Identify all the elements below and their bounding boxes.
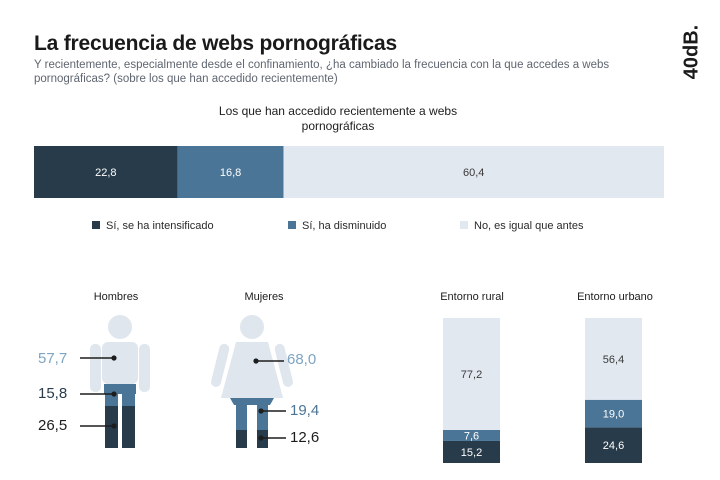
overall-label-same: 60,4 bbox=[463, 167, 484, 179]
column-rural-same bbox=[443, 318, 500, 430]
column-urbano-decreased bbox=[585, 399, 642, 428]
legend-label-same: No, es igual que antes bbox=[474, 220, 584, 232]
man-left-leg-intensified bbox=[105, 406, 118, 448]
woman-left-leg-decreased bbox=[236, 405, 247, 430]
column-rural-label-same: 77,2 bbox=[461, 369, 482, 381]
woman-left-leg-intensified bbox=[236, 430, 247, 448]
woman-dress bbox=[221, 342, 283, 398]
woman-right-leg-decreased bbox=[257, 405, 268, 430]
mujeres-same-value: 68,0 bbox=[287, 351, 317, 368]
legend-label-intensified: Sí, se ha intensificado bbox=[106, 220, 214, 232]
column-rural-decreased bbox=[443, 429, 500, 441]
mujeres-decreased-value: 19,4 bbox=[290, 402, 320, 419]
woman-dot-same bbox=[253, 358, 259, 364]
man-right-arm bbox=[139, 344, 150, 392]
man-left-leg-decreased bbox=[105, 394, 118, 406]
column-urbano-same bbox=[585, 318, 642, 400]
overall-stacked-bar: 22,8 16,8 60,4 bbox=[34, 146, 664, 198]
hombres-decreased-value: 15,8 bbox=[38, 385, 68, 402]
label-mujeres: Mujeres bbox=[244, 291, 284, 303]
label-hombres: Hombres bbox=[93, 291, 139, 303]
woman-dot-decreased bbox=[258, 408, 264, 414]
overall-stacked-bar-svg: 22,8 16,8 60,4 bbox=[34, 146, 664, 198]
woman-right-arm bbox=[274, 343, 293, 387]
man-left-arm bbox=[90, 344, 101, 392]
woman-dot-intensified bbox=[258, 435, 264, 441]
column-urbano-intensified bbox=[585, 427, 642, 463]
woman-hem-decreased bbox=[230, 398, 274, 405]
man-torso bbox=[102, 342, 138, 384]
column-rural-intensified bbox=[443, 440, 500, 463]
man-dot-intensified bbox=[111, 423, 117, 429]
column-urbano-label-intensified: 24,6 bbox=[603, 440, 624, 452]
page-title: La frecuencia de webs pornográficas bbox=[34, 32, 397, 55]
legend-item-decreased: Sí, ha disminuido bbox=[288, 220, 386, 232]
stacked-bar-title: Los que han accedido recientemente a web… bbox=[218, 104, 458, 133]
column-rural-label-decreased: 7,6 bbox=[464, 430, 479, 442]
column-urbano-label-same: 56,4 bbox=[603, 354, 624, 366]
legend-item-intensified: Sí, se ha intensificado bbox=[92, 220, 214, 232]
legend-label-decreased: Sí, ha disminuido bbox=[302, 220, 387, 232]
column-rural-label-intensified: 15,2 bbox=[461, 447, 482, 459]
woman-head bbox=[240, 315, 264, 339]
legend-item-same: No, es igual que antes bbox=[460, 220, 583, 232]
overall-label-decreased: 16,8 bbox=[220, 167, 241, 179]
label-entorno-urbano: Entorno urbano bbox=[577, 291, 653, 303]
overall-label-intensified: 22,8 bbox=[95, 167, 116, 179]
label-entorno-rural: Entorno rural bbox=[440, 291, 504, 303]
hombres-intensified-value: 26,5 bbox=[38, 417, 68, 434]
man-dot-decreased bbox=[111, 391, 117, 397]
legend-swatch-decreased bbox=[288, 221, 296, 229]
man-hips-decreased bbox=[104, 384, 136, 394]
man-dot-same bbox=[111, 355, 117, 361]
page-subtitle: Y recientemente, especialmente desde el … bbox=[34, 59, 610, 85]
legend-swatch-intensified bbox=[92, 221, 100, 229]
column-urbano-label-decreased: 19,0 bbox=[603, 409, 624, 421]
legend-swatch-same bbox=[460, 221, 468, 229]
man-right-leg-intensified bbox=[122, 406, 135, 448]
overall-segment-decreased bbox=[177, 146, 284, 198]
overall-segment-same bbox=[283, 146, 664, 198]
woman-left-arm bbox=[211, 343, 230, 387]
man-right-leg-decreased bbox=[122, 394, 135, 406]
mujeres-intensified-value: 12,6 bbox=[290, 429, 320, 446]
legend: Sí, se ha intensificado Sí, ha disminuid… bbox=[92, 220, 652, 236]
overall-segment-intensified bbox=[34, 146, 178, 198]
hombres-same-value: 57,7 bbox=[38, 350, 68, 367]
man-head bbox=[108, 315, 132, 339]
